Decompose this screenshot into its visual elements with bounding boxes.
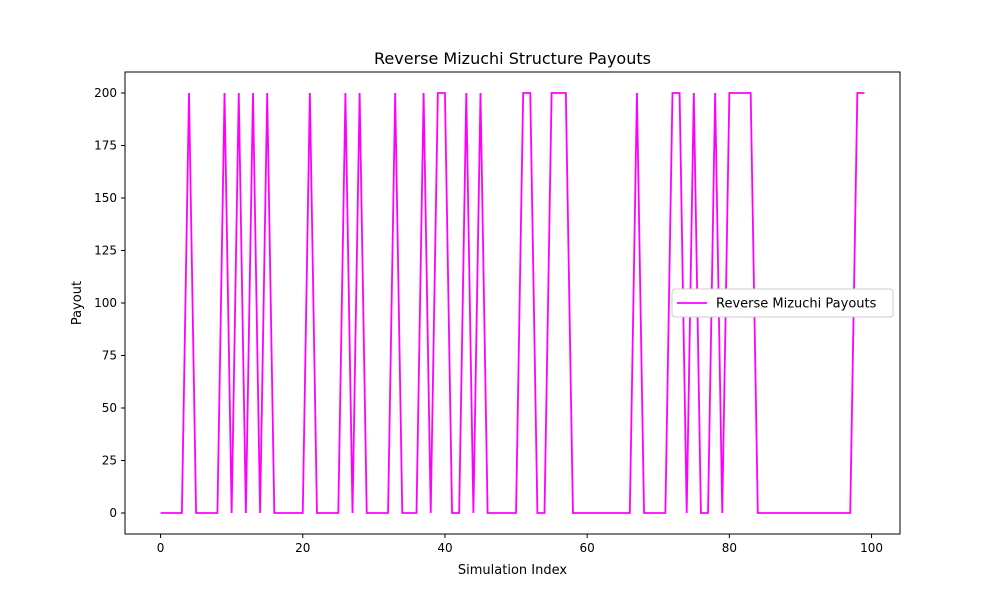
series-line-0 (160, 92, 865, 514)
x-tick-label: 60 (580, 541, 595, 555)
legend: Reverse Mizuchi Payouts (671, 288, 894, 318)
x-tick-label: 20 (295, 541, 310, 555)
legend-label: Reverse Mizuchi Payouts (716, 297, 877, 312)
y-axis-label: Payout (70, 281, 85, 325)
y-tick-label: 175 (94, 139, 117, 153)
y-axis: 0 25 50 75 100 125 150 175 200 (94, 86, 125, 520)
x-tick-label: 80 (722, 541, 737, 555)
chart-title: Reverse Mizuchi Structure Payouts (374, 49, 651, 68)
y-tick-label: 0 (109, 506, 117, 520)
plot-area (160, 92, 865, 514)
x-tick-label: 100 (860, 541, 883, 555)
x-axis: 0 20 40 60 80 100 (157, 534, 883, 555)
y-tick-label: 25 (102, 454, 117, 468)
x-tick-label: 40 (437, 541, 452, 555)
y-tick-label: 50 (102, 401, 117, 415)
x-tick-label: 0 (157, 541, 165, 555)
y-tick-label: 100 (94, 296, 117, 310)
y-tick-label: 150 (94, 191, 117, 205)
x-axis-label: Simulation Index (458, 563, 567, 578)
y-tick-label: 75 (102, 349, 117, 363)
y-tick-label: 200 (94, 86, 117, 100)
y-tick-label: 125 (94, 244, 117, 258)
legend-box (671, 288, 894, 318)
